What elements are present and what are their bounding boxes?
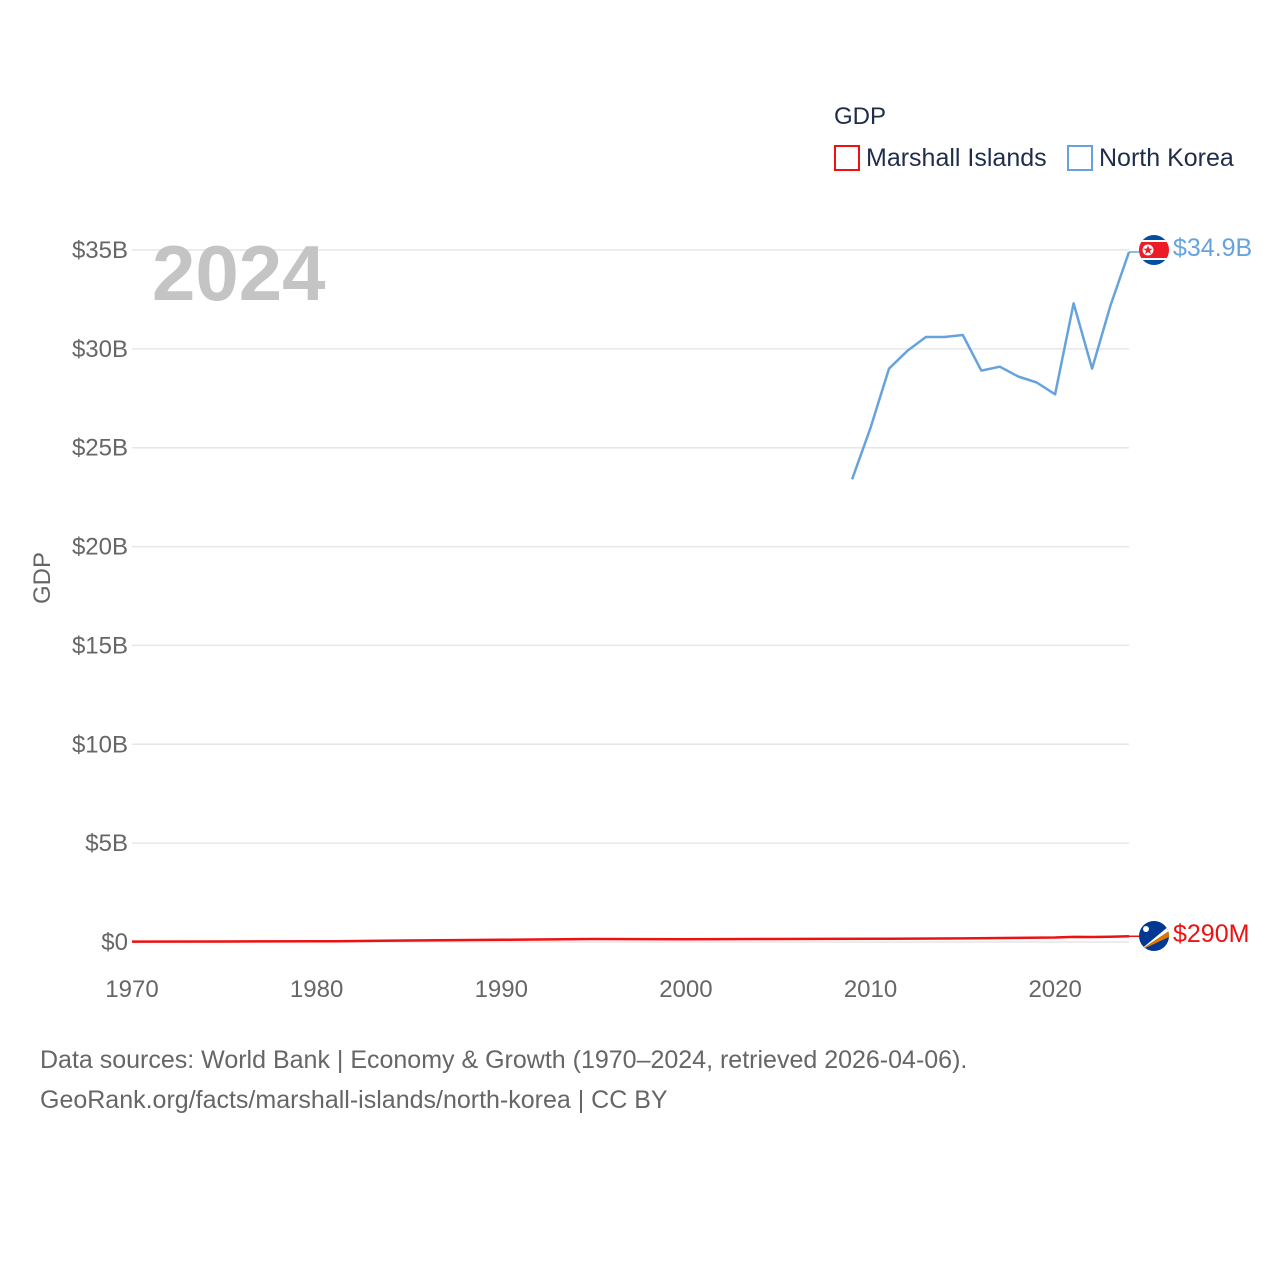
legend-swatch-north-korea [1067, 145, 1093, 171]
north-korea-flag-icon [1139, 235, 1169, 265]
x-tick-label: 1970 [105, 976, 158, 1003]
legend: GDP Marshall Islands North Korea [834, 103, 1234, 172]
series-lines [131, 251, 1139, 943]
y-tick-label: $10B [72, 731, 128, 758]
y-axis-title: GDP [29, 552, 56, 604]
y-tick-label: $0 [101, 929, 128, 956]
y-tick-label: $30B [72, 336, 128, 363]
y-tick-label: $20B [72, 534, 128, 561]
x-tick-label: 2010 [844, 976, 897, 1003]
gridlines [132, 249, 1129, 943]
x-tick-label: 1980 [290, 976, 343, 1003]
marshall-islands-flag-icon [1139, 921, 1169, 951]
legend-swatch-marshall-islands [834, 145, 860, 171]
footer-attribution[interactable]: GeoRank.org/facts/marshall-islands/north… [40, 1086, 668, 1114]
end-label-north-korea: $34.9B [1173, 234, 1252, 262]
y-axis-ticks: $0 $5B $10B $15B $20B $25B $30B $35B [72, 237, 128, 956]
footer-data-sources: Data sources: World Bank | Economy & Gro… [40, 1046, 968, 1074]
series-line-north-korea[interactable] [850, 251, 1131, 480]
year-watermark: 2024 [152, 229, 326, 317]
y-tick-label: $35B [72, 237, 128, 264]
legend-label-north-korea: North Korea [1099, 144, 1234, 172]
x-tick-label: 2020 [1028, 976, 1081, 1003]
x-tick-label: 2000 [659, 976, 712, 1003]
footer-sources: Data sources: World Bank | Economy & Gro… [40, 1040, 1240, 1120]
y-tick-label: $25B [72, 435, 128, 462]
legend-item-north-korea[interactable]: North Korea [1067, 144, 1234, 172]
x-axis-ticks: 1970 1980 1990 2000 2010 2020 [105, 976, 1082, 1003]
y-tick-label: $15B [72, 632, 128, 659]
series-line-marshall-islands[interactable] [131, 935, 1130, 943]
legend-label-marshall-islands: Marshall Islands [866, 144, 1047, 172]
legend-title: GDP [834, 103, 886, 130]
y-tick-label: $5B [85, 830, 128, 857]
end-label-marshall-islands: $290M [1173, 920, 1249, 948]
x-tick-label: 1990 [475, 976, 528, 1003]
legend-item-marshall-islands[interactable]: Marshall Islands [834, 144, 1047, 172]
